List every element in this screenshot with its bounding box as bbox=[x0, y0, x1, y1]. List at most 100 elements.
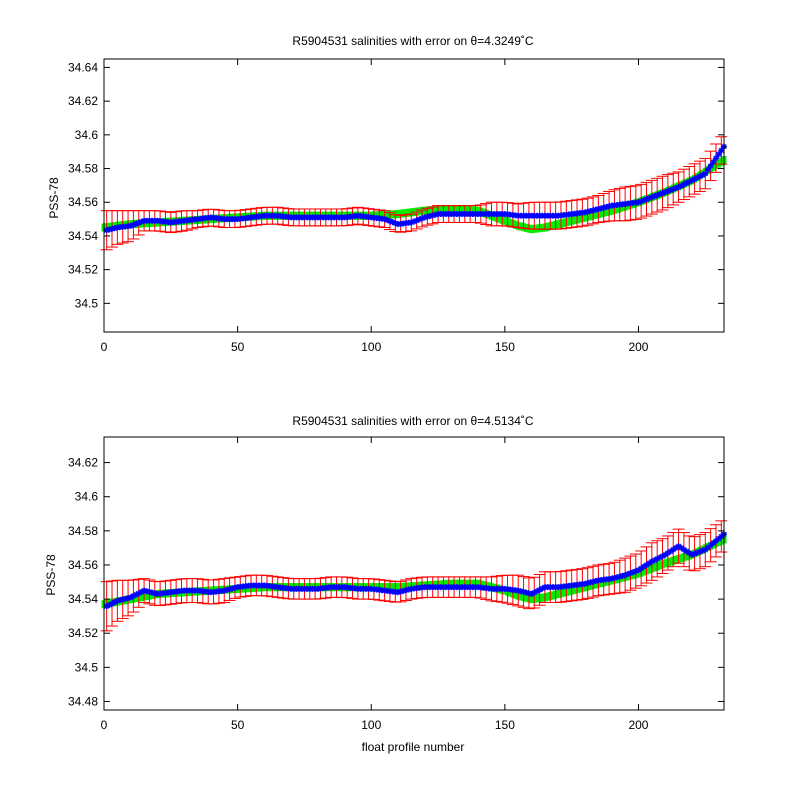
mapped-salinity-mark-top bbox=[507, 218, 513, 227]
plot-title-top: R5904531 salinities with error on θ=4.32… bbox=[292, 34, 533, 48]
mapped-salinity-mark-top bbox=[550, 221, 556, 230]
mapped-salinity-mark-bottom bbox=[571, 585, 577, 594]
mapped-salinity-mark-bottom bbox=[379, 583, 385, 592]
mapped-salinity-mark-bottom bbox=[678, 554, 684, 563]
mapped-salinity-mark-top bbox=[443, 205, 449, 214]
mapped-salinity-mark-top bbox=[459, 205, 465, 214]
salinity-point-stroke bbox=[392, 220, 398, 226]
mapped-salinity-mark-bottom bbox=[641, 567, 647, 576]
mapped-salinity-mark-top bbox=[403, 209, 409, 218]
mapped-salinity-mark-top bbox=[392, 210, 398, 219]
y-tick-label-top: 34.62 bbox=[68, 94, 98, 108]
salinity-point-stroke bbox=[708, 163, 714, 169]
salinity-point-stroke bbox=[389, 219, 396, 225]
mapped-salinity-mark-bottom bbox=[443, 580, 449, 589]
x-tick-label-top: 100 bbox=[361, 340, 381, 354]
y-tick-label-bottom: 34.6 bbox=[75, 490, 99, 504]
plot-panel-top: R5904531 salinities with error on θ=4.32… bbox=[47, 34, 728, 354]
x-tick-label-bottom: 200 bbox=[628, 718, 648, 732]
mapped-salinity-mark-top bbox=[577, 214, 583, 223]
mapped-salinity-mark-bottom bbox=[593, 580, 599, 589]
salinity-point-stroke bbox=[702, 170, 708, 177]
errorbar-layer-top bbox=[100, 136, 728, 251]
mapped-salinity-mark-bottom bbox=[534, 594, 540, 603]
mapped-salinity-mark-top bbox=[555, 220, 561, 229]
mapped-salinity-mark-bottom bbox=[662, 559, 668, 568]
mapped-salinity-mark-bottom bbox=[539, 593, 545, 602]
x-tick-label-top: 0 bbox=[101, 340, 108, 354]
mapped-salinity-mark-top bbox=[619, 203, 625, 212]
x-tick-label-top: 200 bbox=[628, 340, 648, 354]
y-tick-label-bottom: 34.58 bbox=[68, 524, 98, 538]
mapped-salinity-mark-top bbox=[571, 216, 577, 225]
y-tick-label-bottom: 34.52 bbox=[68, 626, 98, 640]
axes-frame-top bbox=[103, 58, 725, 333]
x-tick-label-bottom: 0 bbox=[101, 718, 108, 732]
mapped-salinity-mark-bottom bbox=[507, 588, 513, 597]
mapped-salinity-mark-bottom bbox=[657, 561, 663, 570]
x-tick-label-bottom: 150 bbox=[495, 718, 515, 732]
mapped-salinity-mark-bottom bbox=[448, 579, 454, 588]
salinity-point-top bbox=[712, 155, 719, 162]
mapped-salinity-mark-bottom bbox=[673, 555, 679, 564]
mapped-salinity-mark-bottom bbox=[582, 583, 588, 592]
mapped-salinity-mark-bottom bbox=[390, 583, 396, 592]
mapped-salinity-mark-bottom bbox=[518, 592, 524, 601]
mapped-salinity-mark-top bbox=[561, 218, 567, 227]
mapped-salinity-mark-top bbox=[379, 211, 385, 220]
salinity-point-top bbox=[718, 147, 725, 154]
mapped-salinity-mark-bottom bbox=[652, 563, 658, 572]
mapped-salinity-mark-bottom bbox=[668, 557, 674, 566]
plot-panel-bottom: R5904531 salinities with error on θ=4.51… bbox=[44, 414, 728, 754]
salinity-point-top bbox=[715, 151, 722, 158]
mapped-salinity-mark-top bbox=[454, 205, 460, 214]
mapped-salinity-mark-bottom bbox=[406, 582, 412, 591]
mapped-salinity-mark-bottom bbox=[716, 537, 722, 546]
mapped-salinity-mark-bottom bbox=[646, 565, 652, 574]
mapped-salinity-mark-top bbox=[502, 216, 508, 225]
mapped-salinity-mark-top bbox=[710, 162, 716, 171]
mapped-salinity-mark-bottom bbox=[561, 588, 567, 597]
mapped-salinity-mark-top bbox=[427, 206, 433, 215]
y-tick-label-top: 34.64 bbox=[68, 60, 98, 74]
mapped-salinity-mark-top bbox=[448, 204, 454, 213]
y-axis-label-top: PSS-78 bbox=[47, 177, 61, 219]
salinity-point-stroke bbox=[681, 546, 687, 553]
mapped-salinity-mark-top bbox=[384, 210, 390, 219]
mapped-salinity-mark-bottom bbox=[454, 579, 460, 588]
mapped-salinity-mark-top bbox=[603, 208, 609, 217]
mapped-salinity-mark-top bbox=[539, 223, 545, 232]
mapped-salinity-mark-bottom bbox=[384, 583, 390, 592]
mapped-salinity-mark-top bbox=[438, 205, 444, 214]
y-tick-label-bottom: 34.5 bbox=[75, 660, 99, 674]
salinity-point-stroke bbox=[710, 159, 716, 165]
mapped-salinity-mark-top bbox=[422, 206, 428, 215]
axes-frame-bottom bbox=[103, 436, 725, 711]
salinity-point-stroke bbox=[381, 216, 388, 222]
mapped-salinity-mark-top bbox=[406, 208, 412, 217]
salinity-point-bottom bbox=[630, 569, 637, 576]
mapped-salinity-mark-top bbox=[432, 205, 438, 214]
mapped-salinity-mark-top bbox=[416, 207, 422, 216]
mapped-salinity-mark-bottom bbox=[555, 589, 561, 598]
mapped-salinity-mark-bottom bbox=[400, 582, 406, 591]
salinity-point-stroke bbox=[675, 543, 682, 549]
y-tick-label-top: 34.58 bbox=[68, 162, 98, 176]
x-tick-label-top: 150 bbox=[495, 340, 515, 354]
mapped-salinity-mark-bottom bbox=[395, 583, 401, 592]
mapped-salinity-mark-bottom bbox=[513, 590, 519, 599]
mapped-salinity-mark-bottom bbox=[684, 552, 690, 561]
x-tick-label-bottom: 50 bbox=[231, 718, 245, 732]
mapped-salinity-mark-bottom bbox=[577, 584, 583, 593]
mapped-salinity-mark-bottom bbox=[138, 593, 144, 602]
mapped-salinity-mark-top bbox=[395, 210, 401, 219]
mapped-salinity-mark-top bbox=[582, 213, 588, 222]
mapped-salinity-mark-top bbox=[464, 205, 470, 214]
mapped-salinity-mark-bottom bbox=[133, 594, 139, 603]
mapped-salinity-mark-bottom bbox=[470, 579, 476, 588]
mapped-salinity-mark-top bbox=[593, 210, 599, 219]
salinity-point-stroke bbox=[705, 167, 711, 173]
salinity-point-stroke bbox=[716, 151, 722, 157]
y-tick-label-bottom: 34.56 bbox=[68, 558, 98, 572]
salinity-point-top bbox=[707, 162, 714, 169]
